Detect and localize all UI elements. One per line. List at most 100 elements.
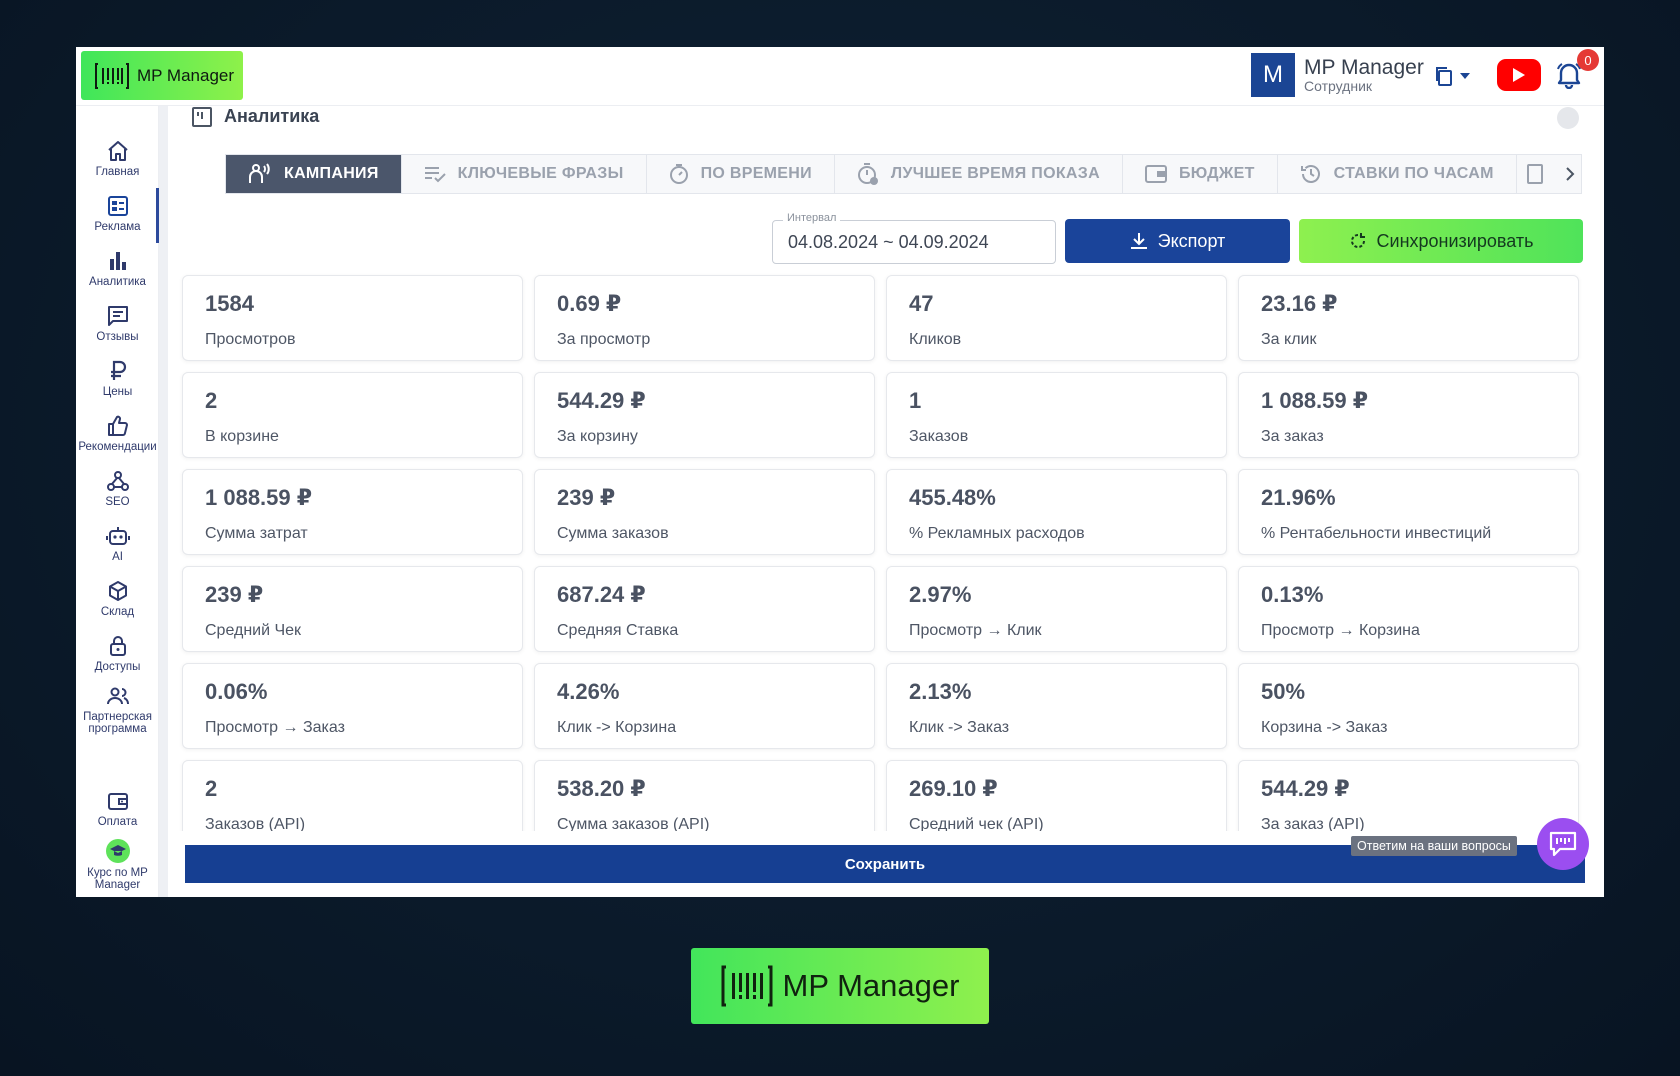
chat-button[interactable] xyxy=(1537,818,1589,870)
analytics-section-icon xyxy=(192,106,212,127)
webhook-icon xyxy=(106,471,129,491)
metric-value: 2 xyxy=(205,776,218,801)
box-icon xyxy=(108,581,127,601)
message-icon xyxy=(107,306,128,326)
export-label: Экспорт xyxy=(1157,230,1226,251)
campaign-icon xyxy=(249,163,270,183)
export-button[interactable]: Экспорт xyxy=(1065,219,1290,263)
sidebar-item-label: Цены xyxy=(102,386,133,398)
metric-label: За корзину xyxy=(557,428,638,445)
sidebar-item-payment[interactable]: Оплата xyxy=(76,789,159,828)
metric-label: Средний Чек xyxy=(205,622,302,639)
interval-label: Интервал xyxy=(783,212,841,224)
sidebar-item-ai[interactable]: AI xyxy=(76,524,159,563)
youtube-icon[interactable] xyxy=(1497,59,1541,91)
metric-value: 0.69 ₽ xyxy=(557,291,622,316)
sidebar-item-prices[interactable]: Цены xyxy=(76,359,159,398)
notifications-button[interactable] xyxy=(1556,61,1582,94)
page-title: Аналитика xyxy=(192,106,319,127)
metric-card: 2.13% Клик -> Заказ xyxy=(886,663,1227,749)
app-logo[interactable]: MP Manager xyxy=(81,51,243,100)
tab-by-time[interactable]: ПО ВРЕМЕНИ xyxy=(647,155,835,193)
tab-label: КЛЮЧЕВЫЕ ФРАЗЫ xyxy=(457,165,624,182)
sync-icon xyxy=(1350,233,1365,248)
timer-settings-icon xyxy=(857,163,878,185)
metrics-grid: 1584 Просмотров 0.69 ₽ За просмотр 47 Клико… xyxy=(182,275,1582,846)
home-icon xyxy=(107,141,128,161)
metric-card: 1 Заказов xyxy=(886,372,1227,458)
footer-logo-text: MP Manager xyxy=(782,968,960,1003)
metric-value: 21.96% xyxy=(1261,485,1336,510)
sidebar-item-access[interactable]: Доступы xyxy=(76,634,159,673)
metric-label: Кликов xyxy=(909,331,962,348)
footer-logo: MP Manager xyxy=(691,948,989,1024)
metric-label: Средний чек (API) xyxy=(909,816,1044,833)
metric-value: 269.10 ₽ xyxy=(909,776,998,801)
sidebar-item-label: Отзывы xyxy=(96,331,139,343)
metric-card: 455.48% % Рекламных расходов xyxy=(886,469,1227,555)
account-switch-button[interactable] xyxy=(1433,65,1471,87)
metric-value: 1584 xyxy=(205,291,254,316)
tab-label: ЛУЧШЕЕ ВРЕМЯ ПОКАЗА xyxy=(890,165,1100,182)
sidebar-item-label: Реклама xyxy=(94,221,141,233)
sidebar-item-label: AI xyxy=(112,551,123,563)
sidebar-item-home[interactable]: Главная xyxy=(76,139,159,178)
tab-hourly-bids[interactable]: СТАВКИ ПО ЧАСАМ xyxy=(1278,155,1517,193)
tab-bar: КАМПАНИЯ КЛЮЧЕВЫЕ ФРАЗЫ ПО ВРЕМЕНИ ЛУЧШЕ… xyxy=(225,154,1582,194)
sidebar-item-label: Рекомендации xyxy=(78,441,157,453)
sidebar-item-label: Главная xyxy=(95,166,140,178)
list-check-icon xyxy=(424,167,446,183)
metric-value: 239 ₽ xyxy=(557,485,616,510)
metric-card: 687.24 ₽ Средняя Ставка xyxy=(534,566,875,652)
sidebar-item-analytics[interactable]: Аналитика xyxy=(76,249,159,288)
tab-label: КАМПАНИЯ xyxy=(284,165,379,182)
sidebar-item-course[interactable]: Курс по MP Manager xyxy=(76,838,159,891)
metric-label: Клик -> Корзина xyxy=(557,719,677,736)
sidebar-item-label: Доступы xyxy=(94,661,141,673)
tab-next-partial[interactable] xyxy=(1517,155,1565,193)
metric-label: За заказ (API) xyxy=(1261,816,1365,833)
tab-budget[interactable]: БЮДЖЕТ xyxy=(1123,155,1278,193)
metric-card: 2.97% Просмотр → Клик xyxy=(886,566,1227,652)
sync-button[interactable]: Синхронизировать xyxy=(1299,219,1583,263)
user-name: MP Manager xyxy=(1304,55,1424,79)
sidebar-item-label: Курс по MP Manager xyxy=(87,867,148,892)
main-content: Аналитика КАМПАНИЯ КЛЮЧЕВЫЕ ФРАЗЫ ПО ВРЕ… xyxy=(168,106,1604,897)
interval-value: 04.08.2024 ~ 04.09.2024 xyxy=(788,231,989,252)
metric-label: Просмотров xyxy=(205,331,296,348)
metric-label: За клик xyxy=(1261,331,1317,348)
metric-card: 1584 Просмотров xyxy=(182,275,523,361)
bell-icon xyxy=(1557,63,1581,90)
tab-best-time[interactable]: ЛУЧШЕЕ ВРЕМЯ ПОКАЗА xyxy=(835,155,1123,193)
metric-label: Просмотр → Клик xyxy=(909,622,1042,639)
metric-label: % Рекламных расходов xyxy=(909,525,1085,542)
interval-date-range-field[interactable]: Интервал 04.08.2024 ~ 04.09.2024 xyxy=(772,212,1056,264)
metric-value: 47 xyxy=(909,291,934,316)
metric-value: 2 xyxy=(205,388,218,413)
metric-label: В корзине xyxy=(205,428,279,445)
metric-card: 1 088.59 ₽ За заказ xyxy=(1238,372,1579,458)
tab-campaign[interactable]: КАМПАНИЯ xyxy=(226,155,402,193)
sidebar-item-partners[interactable]: Партнерская программа xyxy=(76,686,159,735)
sync-label: Синхронизировать xyxy=(1376,230,1534,251)
copy-icon xyxy=(1436,67,1452,86)
sidebar-item-recommendations[interactable]: Рекомендации xyxy=(76,414,159,453)
tab-label: БЮДЖЕТ xyxy=(1178,165,1255,182)
sidebar-item-seo[interactable]: SEO xyxy=(76,469,159,508)
metric-label: Корзина -> Заказ xyxy=(1261,719,1388,736)
metric-card: 1 088.59 ₽ Сумма затрат xyxy=(182,469,523,555)
tab-keywords[interactable]: КЛЮЧЕВЫЕ ФРАЗЫ xyxy=(402,155,647,193)
chat-tooltip: Ответим на ваши вопросы xyxy=(1351,836,1517,856)
sidebar-item-warehouse[interactable]: Склад xyxy=(76,579,159,618)
sidebar-item-ads[interactable]: Реклама xyxy=(76,187,159,244)
user-menu[interactable]: M MP Manager Сотрудник xyxy=(1251,53,1424,97)
tabs-scroll-right-button[interactable] xyxy=(1565,155,1587,193)
wallet-icon xyxy=(1144,165,1167,183)
scroll-top-button[interactable] xyxy=(1557,107,1579,129)
metric-value: 0.06% xyxy=(205,679,268,704)
bar-chart-icon xyxy=(109,252,126,270)
tab-label: СТАВКИ ПО ЧАСАМ xyxy=(1333,165,1494,182)
metric-card: 0.13% Просмотр → Корзина xyxy=(1238,566,1579,652)
sidebar-item-reviews[interactable]: Отзывы xyxy=(76,304,159,343)
sidebar-item-label: Оплата xyxy=(97,816,138,828)
